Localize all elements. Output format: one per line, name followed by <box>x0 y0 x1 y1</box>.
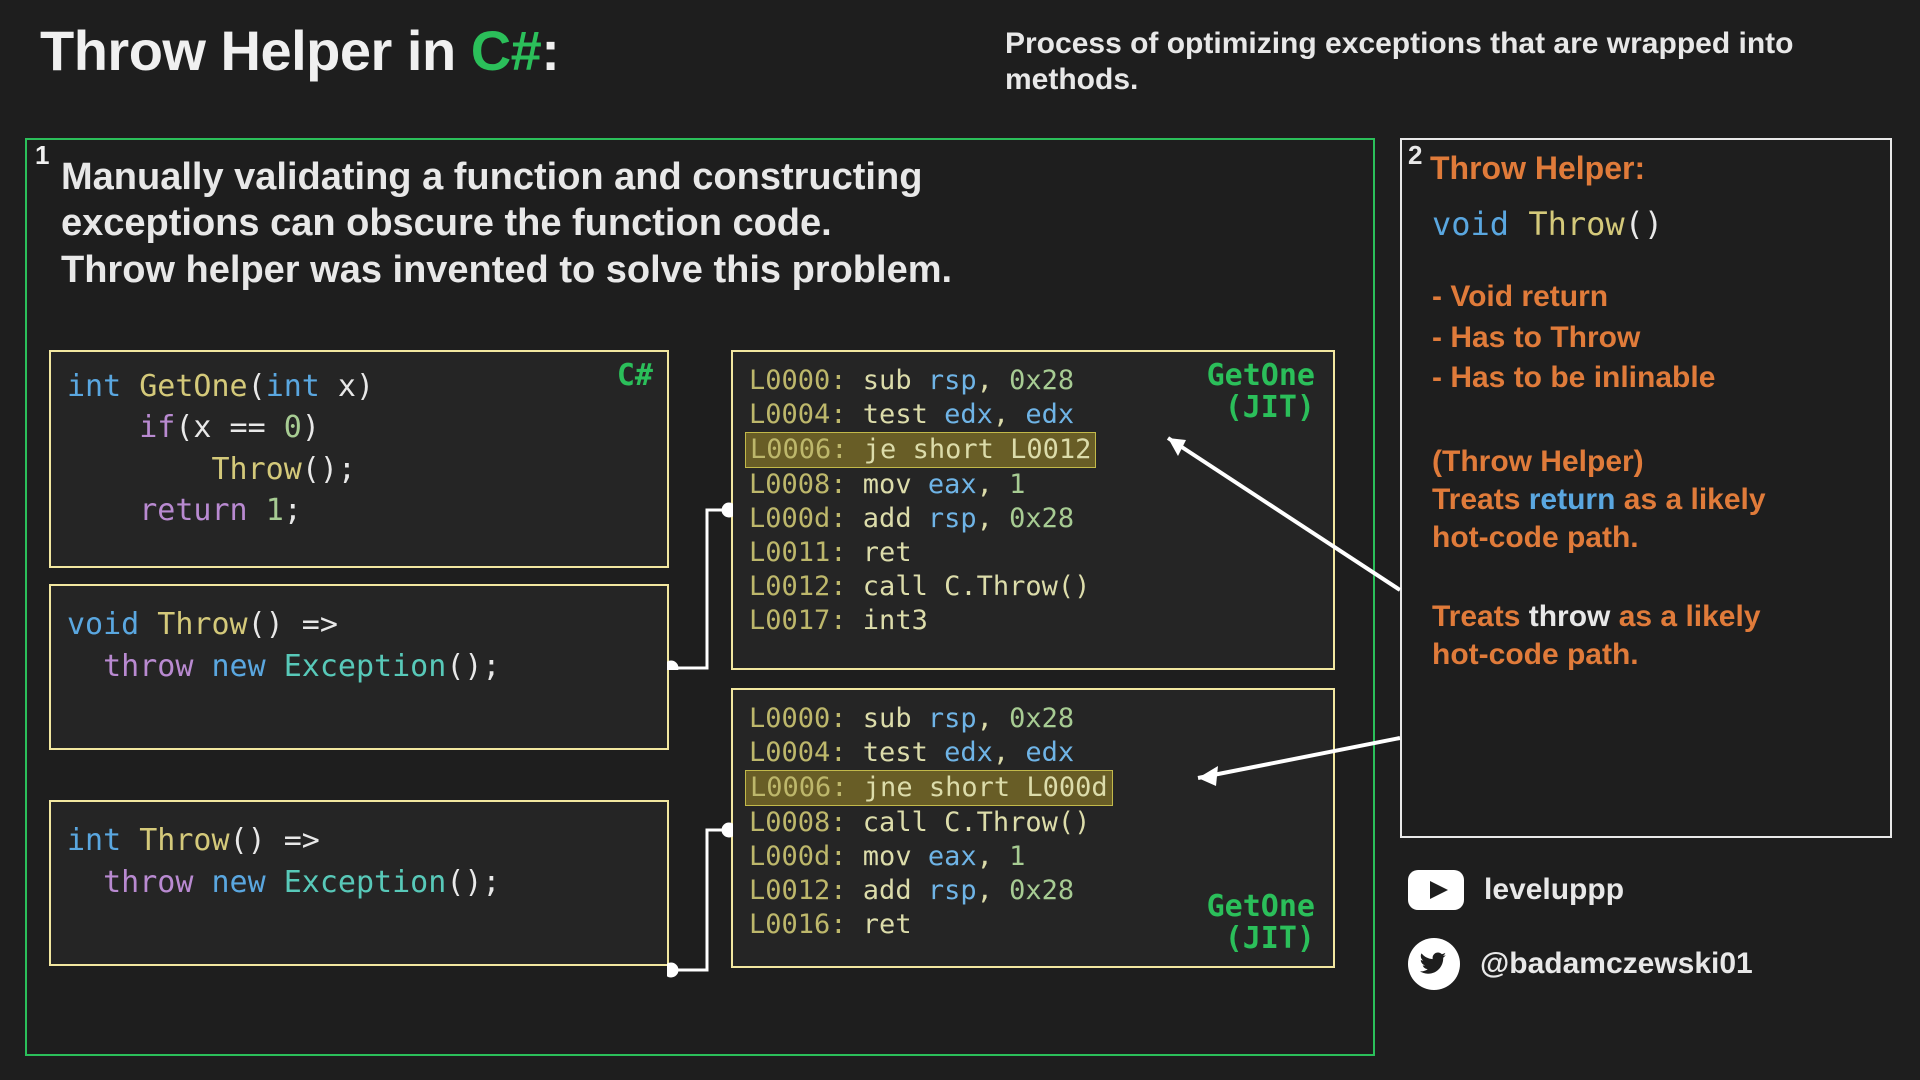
panel2-list: - Void return - Has to Throw - Has to be… <box>1432 277 1874 399</box>
intro-line2: exceptions can obscure the function code… <box>61 202 832 244</box>
panel2-title: Throw Helper: <box>1430 150 1874 187</box>
cs1-line1: int GetOne(int x) <box>67 366 651 407</box>
connector-2 <box>667 670 733 990</box>
twitter-label: @badamczewski01 <box>1480 947 1753 981</box>
cs2-line1: void Throw() => <box>67 604 651 646</box>
page-title: Throw Helper in C#: <box>40 19 559 82</box>
block1-line3: hot-code path. <box>1432 519 1874 557</box>
arrow-1 <box>1150 420 1410 600</box>
list-item: - Has to Throw <box>1432 318 1874 359</box>
panel2-code: void Throw() <box>1432 205 1874 243</box>
twitter-icon <box>1408 938 1460 990</box>
cs2-line2: throw new Exception(); <box>67 646 651 688</box>
twitter-link[interactable]: @badamczewski01 <box>1408 938 1753 990</box>
social-links: leveluppp @badamczewski01 <box>1408 870 1753 1018</box>
label-csharp: C# <box>617 360 653 392</box>
panel2-block2: Treats throw as a likely hot-code path. <box>1432 598 1874 675</box>
cs1-line2: if(x == 0) <box>67 407 651 448</box>
code-csharp-getone: C# int GetOne(int x) if(x == 0) Throw();… <box>49 350 669 568</box>
youtube-label: leveluppp <box>1484 873 1624 907</box>
title-prefix: Throw Helper in <box>40 19 471 82</box>
connector-1 <box>667 350 733 670</box>
code-csharp-void-throw: void Throw() => throw new Exception(); <box>49 584 669 750</box>
youtube-icon <box>1408 870 1464 910</box>
subtitle: Process of optimizing exceptions that ar… <box>1005 26 1825 98</box>
intro-line1: Manually validating a function and const… <box>61 156 922 198</box>
label-jit2: GetOne(JIT) <box>1207 891 1315 954</box>
intro-line3: Throw helper was invented to solve this … <box>61 249 952 291</box>
title-accent: C# <box>471 19 542 82</box>
jit2-l4: L0008: call C.Throw() <box>749 806 1317 840</box>
block1-line2: Treats return as a likely <box>1432 481 1874 519</box>
jit2-l5: L000d: mov eax, 1 <box>749 840 1317 874</box>
cs1-line4: return 1; <box>67 490 651 531</box>
arrow-2 <box>1180 720 1410 800</box>
label-jit1: GetOne(JIT) <box>1207 360 1315 423</box>
cs3-line2: throw new Exception(); <box>67 862 651 904</box>
code-csharp-int-throw: int Throw() => throw new Exception(); <box>49 800 669 966</box>
cs3-line1: int Throw() => <box>67 820 651 862</box>
list-item: - Void return <box>1432 277 1874 318</box>
cs1-line3: Throw(); <box>67 449 651 490</box>
block1-line1: (Throw Helper) <box>1432 443 1874 481</box>
block2-line1: Treats throw as a likely <box>1432 598 1874 636</box>
list-item: - Has to be inlinable <box>1432 358 1874 399</box>
youtube-link[interactable]: leveluppp <box>1408 870 1753 910</box>
title-suffix: : <box>541 19 559 82</box>
panel-sidebar: 2 Throw Helper: void Throw() - Void retu… <box>1400 138 1892 838</box>
block2-line2: hot-code path. <box>1432 636 1874 674</box>
panel1-badge: 1 <box>35 140 49 171</box>
jit1-l8: L0017: int3 <box>749 604 1317 638</box>
panel2-badge: 2 <box>1408 140 1422 171</box>
panel2-block1: (Throw Helper) Treats return as a likely… <box>1432 443 1874 558</box>
panel1-intro: Manually validating a function and const… <box>61 154 1353 293</box>
